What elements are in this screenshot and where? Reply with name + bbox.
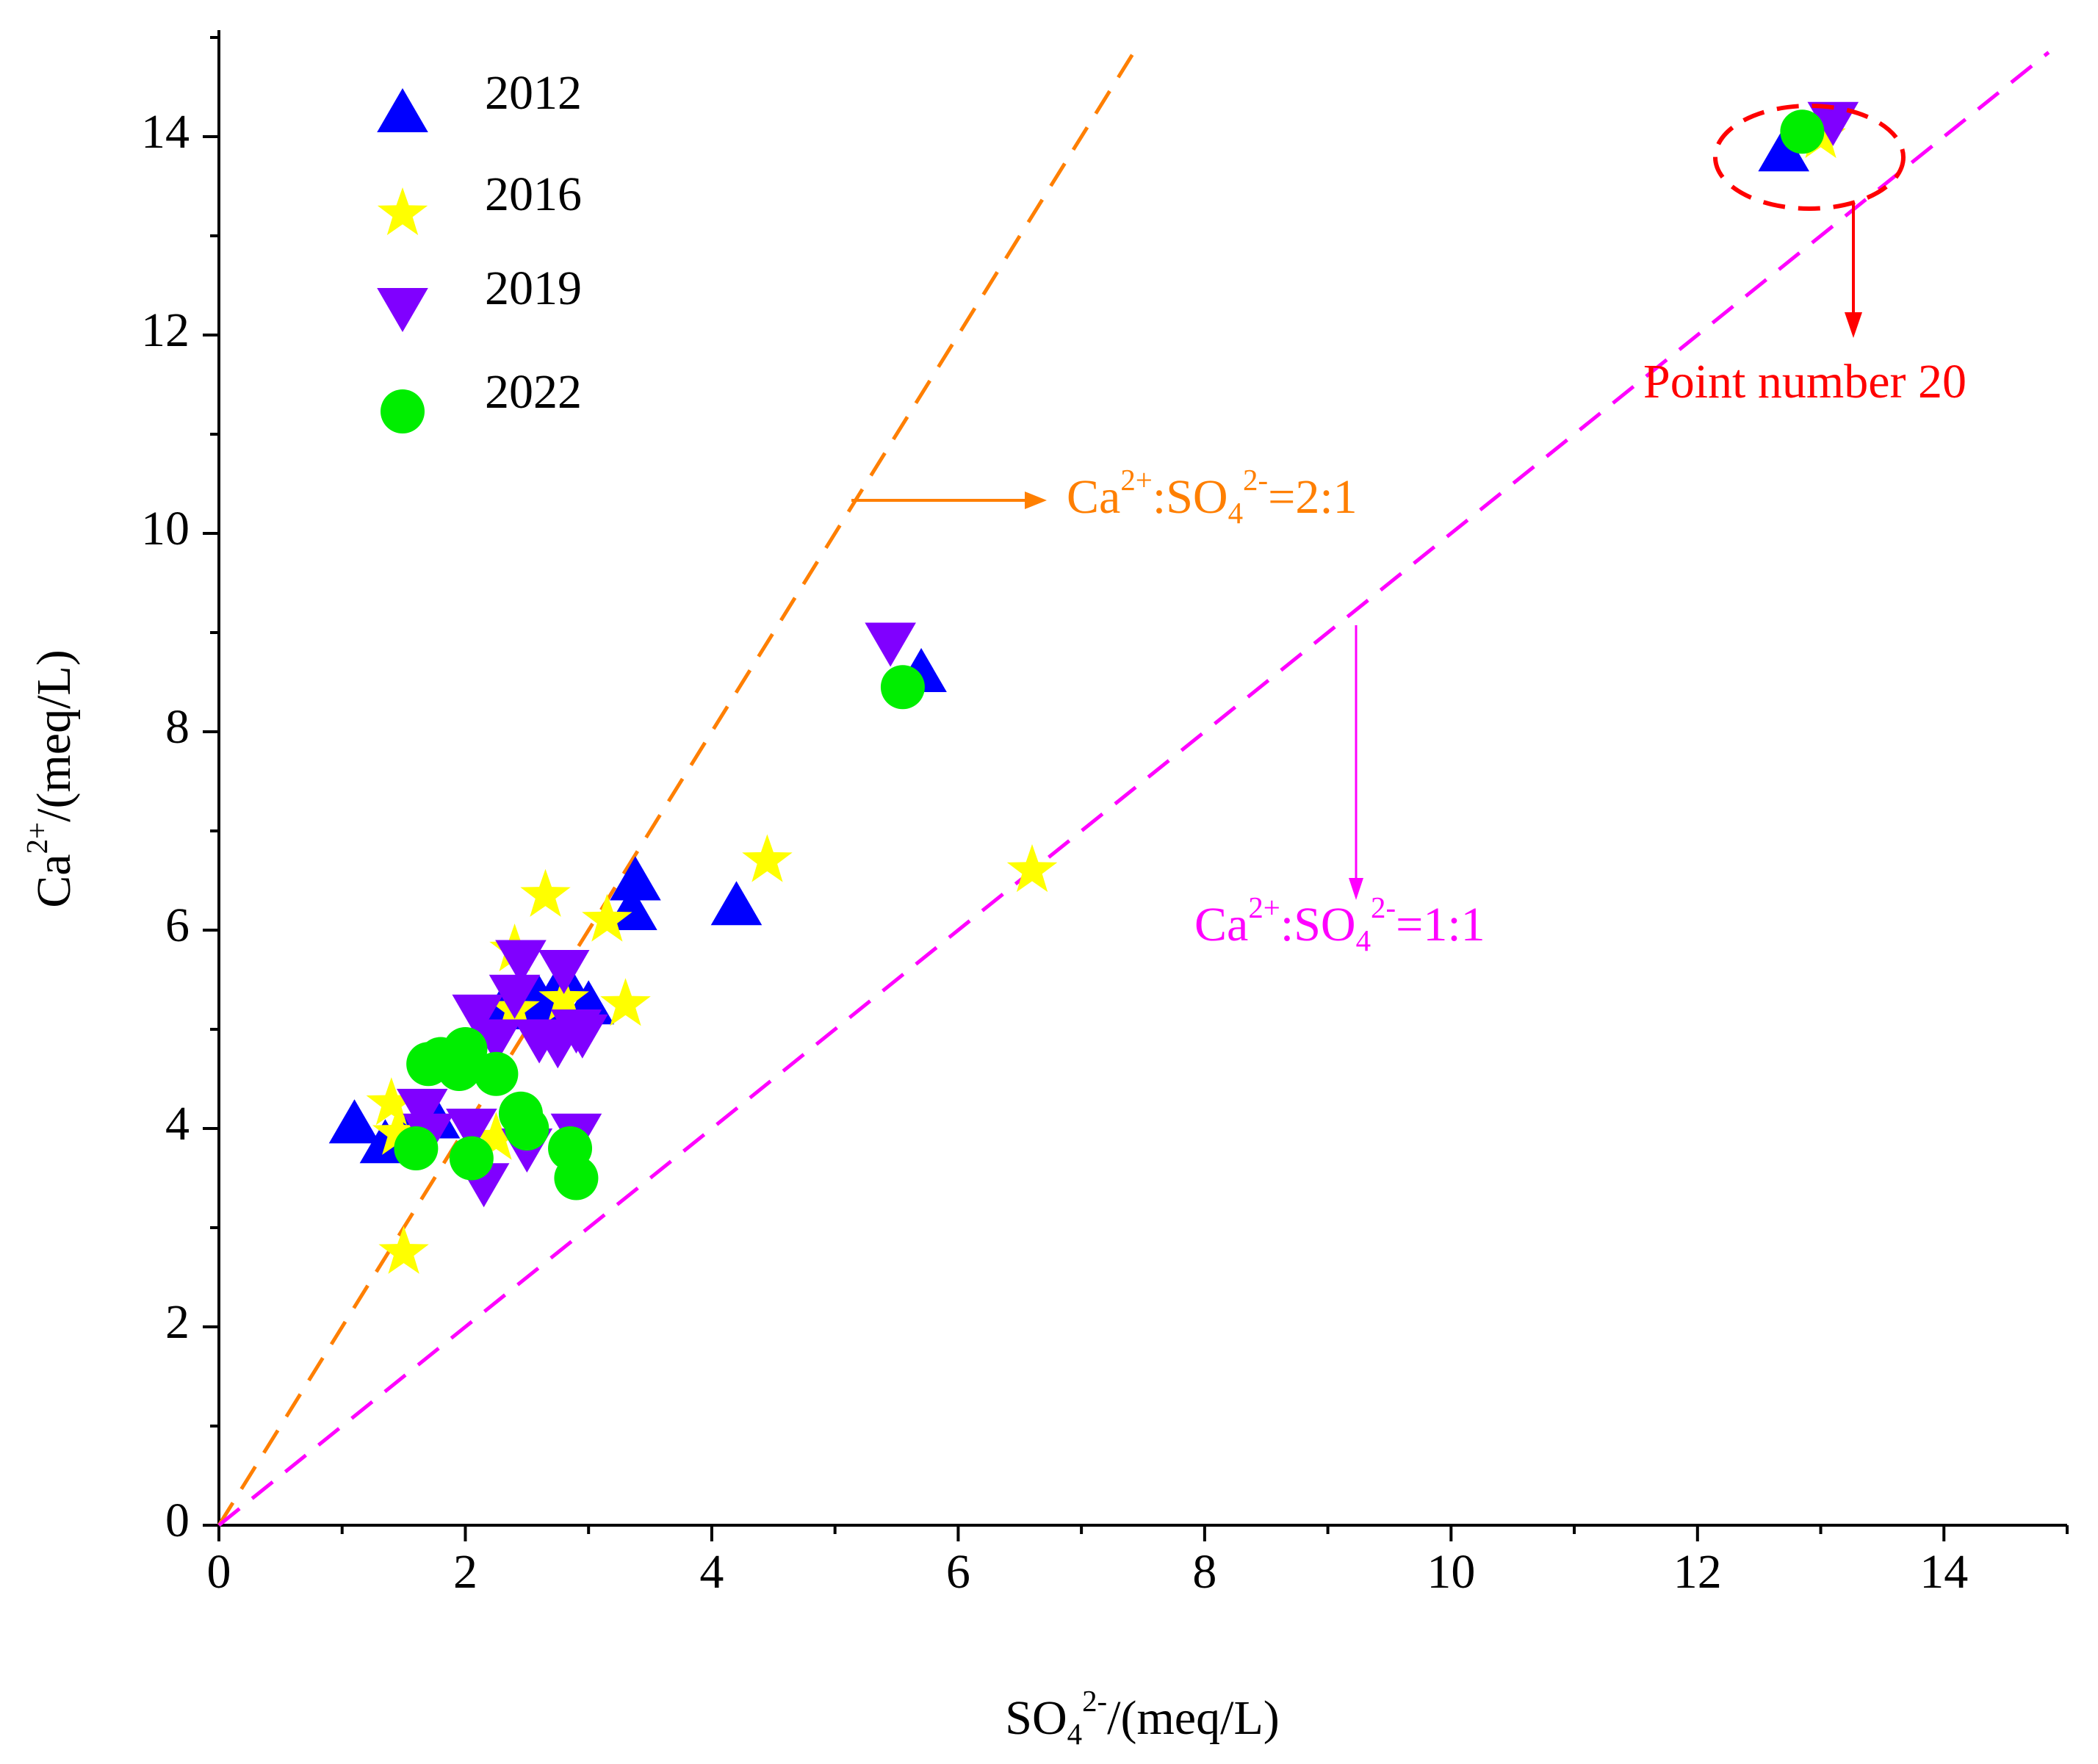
point [1758,127,1810,172]
arrow-head [1025,492,1047,509]
reference-label-part: 2- [1371,891,1396,924]
y-tick-label: 10 [141,502,190,555]
y-tick-label: 8 [165,700,190,754]
x-tick-label: 8 [1192,1545,1216,1599]
y-axis-label-part: Ca [27,854,81,907]
y-tick-label: 6 [165,899,190,952]
point [1807,101,1859,146]
point [377,187,428,236]
x-tick-label: 12 [1673,1545,1722,1599]
point [446,1109,497,1153]
point [557,1014,608,1059]
x-tick-label: 6 [946,1545,970,1599]
point [582,893,632,942]
point [372,1106,423,1155]
point [452,994,504,1039]
point [378,1225,429,1274]
point [449,1136,494,1181]
x-tick-label: 2 [453,1545,477,1599]
x-tick-label: 14 [1919,1545,1968,1599]
y-tick-label: 4 [165,1097,190,1151]
point [520,868,571,917]
legend-label: 2016 [485,168,582,221]
annotation-text: Point number 20 [1643,355,1967,408]
arrow-head [1845,312,1862,338]
point [554,1156,599,1200]
arrow-head [1349,878,1363,900]
x-axis-label-part: 4 [1067,1718,1082,1751]
annotation-ellipse [1713,104,1906,211]
reference-label-part: =1:1 [1396,898,1485,951]
y-tick-label: 0 [165,1494,190,1547]
point [865,622,916,667]
legend-label: 2022 [485,365,582,419]
point [474,1051,519,1096]
point [471,1112,522,1160]
point [742,834,793,882]
point [366,1077,417,1126]
point [443,1027,488,1071]
point [538,973,589,1021]
y-axis-label: Ca2+/(meq/L) [21,649,81,907]
x-axis-label: SO42-/(meq/L) [1005,1685,1279,1751]
reference-label-part: 2- [1243,464,1268,497]
reference-label-part: 2+ [1248,891,1280,924]
x-axis-label-part: 2- [1082,1685,1107,1718]
point [377,288,428,332]
reference-label-part: 2+ [1120,464,1153,497]
point [600,978,651,1026]
reference-label: Ca2+:SO42-=2:1 [1067,464,1358,530]
reference-line [217,51,2050,1527]
reference-label-part: 4 [1228,497,1243,530]
y-axis-label-part: /(meq/L) [27,649,81,822]
point [377,88,428,132]
x-tick-label: 4 [699,1545,724,1599]
point [710,881,763,926]
point [381,389,425,433]
legend-label: 2012 [485,66,582,120]
point [880,665,925,710]
point [489,974,541,1019]
reference-label-part: Ca [1067,470,1120,524]
point [495,940,547,984]
x-axis-label-part: /(meq/L) [1107,1691,1280,1745]
reference-label-part: 4 [1356,924,1371,957]
point [610,856,661,901]
y-tick-label: 2 [165,1295,190,1349]
y-tick-label: 14 [141,105,190,159]
x-axis-label-part: SO [1005,1691,1067,1745]
x-tick-label: 10 [1427,1545,1475,1599]
reference-label: Ca2+:SO42-=1:1 [1194,891,1485,957]
reference-label-part: Ca [1194,898,1248,951]
point [1006,844,1058,893]
reference-label-part: :SO [1153,470,1228,524]
point [1780,109,1825,154]
y-tick-label: 12 [141,303,190,357]
point [394,1126,439,1170]
reference-label-part: :SO [1280,898,1356,951]
point [470,1019,522,1064]
legend-label: 2019 [485,262,582,315]
point [538,950,590,994]
point [505,1106,549,1151]
point [396,1089,448,1133]
reference-line [217,51,1136,1527]
point [328,1099,381,1144]
x-tick-label: 0 [207,1545,231,1599]
y-axis-label-part: 2+ [21,822,54,854]
reference-label-part: =2:1 [1268,470,1358,524]
